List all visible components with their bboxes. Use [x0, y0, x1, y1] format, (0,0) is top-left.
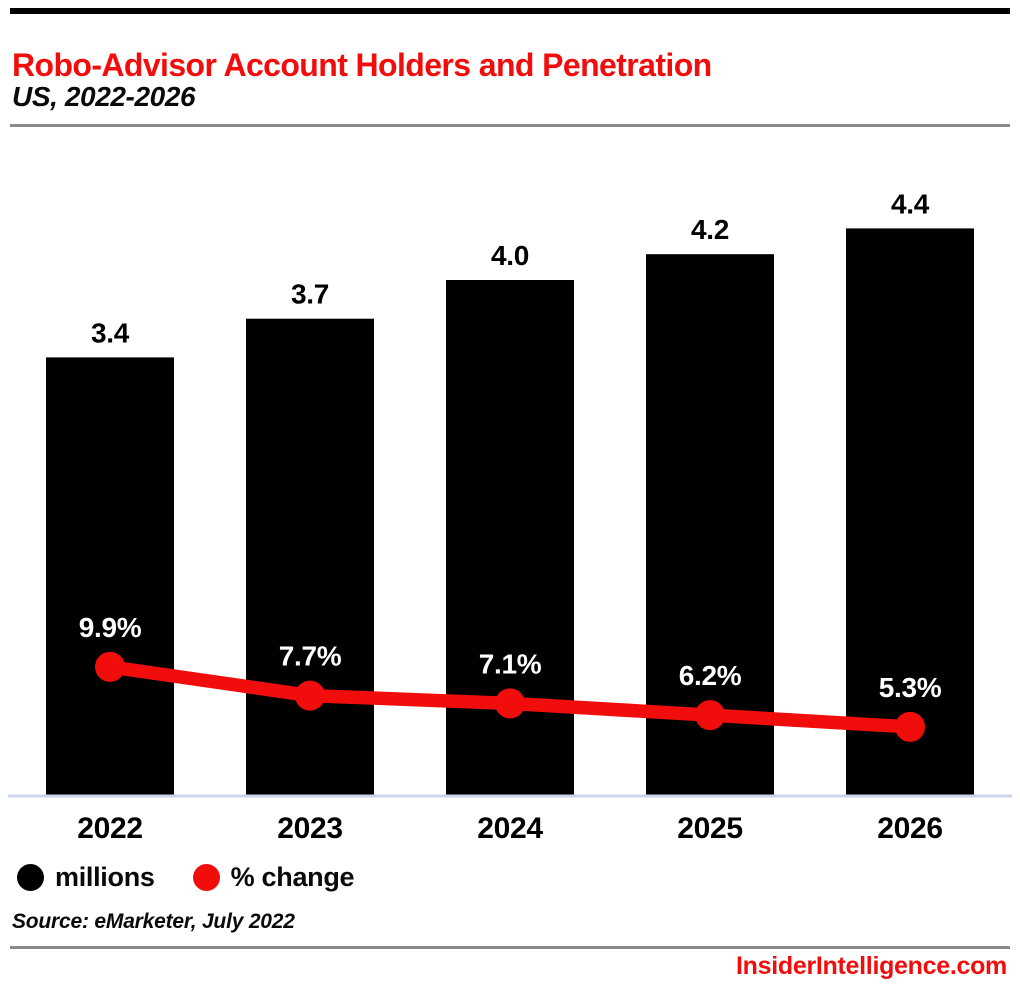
chart-subtitle: US, 2022-2026	[12, 81, 196, 112]
line-marker-2022	[95, 651, 125, 682]
pct-value-label-2022: 9.9%	[79, 612, 142, 643]
header-divider	[10, 124, 1010, 127]
bar-2022	[46, 357, 174, 795]
source-note: Source: eMarketer, July 2022	[12, 910, 295, 933]
pct-value-label-2024: 7.1%	[479, 648, 542, 679]
line-marker-2023	[295, 680, 325, 711]
bar-value-label-2022: 3.4	[91, 317, 130, 348]
line-marker-2024	[495, 688, 525, 719]
chart-title: Robo-Advisor Account Holders and Penetra…	[12, 47, 712, 84]
legend-label-pct-change: % change	[230, 862, 355, 892]
bar-value-label-2025: 4.2	[691, 214, 729, 245]
millions-legend-dot-icon	[17, 864, 44, 891]
top-accent-bar	[10, 8, 1010, 14]
legend-label-millions: millions	[55, 862, 155, 892]
pct-value-label-2023: 7.7%	[279, 641, 342, 672]
line-marker-2026	[895, 711, 925, 742]
x-tick-label-2026: 2026	[877, 812, 943, 845]
pct-value-label-2025: 6.2%	[679, 660, 742, 691]
x-tick-label-2025: 2025	[677, 812, 743, 845]
bar-2023	[246, 318, 374, 795]
bar-value-label-2026: 4.4	[891, 188, 930, 219]
insider-intelligence-link[interactable]: InsiderIntelligence.com	[736, 952, 1007, 980]
bar-value-label-2023: 3.7	[291, 279, 329, 310]
legend: millions % change	[17, 862, 355, 893]
x-tick-label-2024: 2024	[477, 812, 543, 845]
footer-divider	[10, 946, 1010, 949]
line-marker-2025	[695, 700, 725, 731]
legend-item-pct-change: % change	[192, 862, 355, 893]
pct-change-legend-dot-icon	[192, 864, 220, 891]
x-axis-line	[8, 794, 1012, 798]
x-tick-label-2022: 2022	[77, 812, 143, 845]
pct-value-label-2026: 5.3%	[879, 672, 942, 703]
chart-plot-area: 3.4 2022 3.7 2023 4.0 2024 4.2 2025 4.4 2026 9.9% 7…	[8, 188, 1012, 845]
bar-value-label-2024: 4.0	[491, 240, 529, 271]
x-tick-label-2023: 2023	[277, 812, 343, 845]
legend-item-millions: millions	[17, 862, 155, 893]
bar-2026	[846, 228, 974, 795]
